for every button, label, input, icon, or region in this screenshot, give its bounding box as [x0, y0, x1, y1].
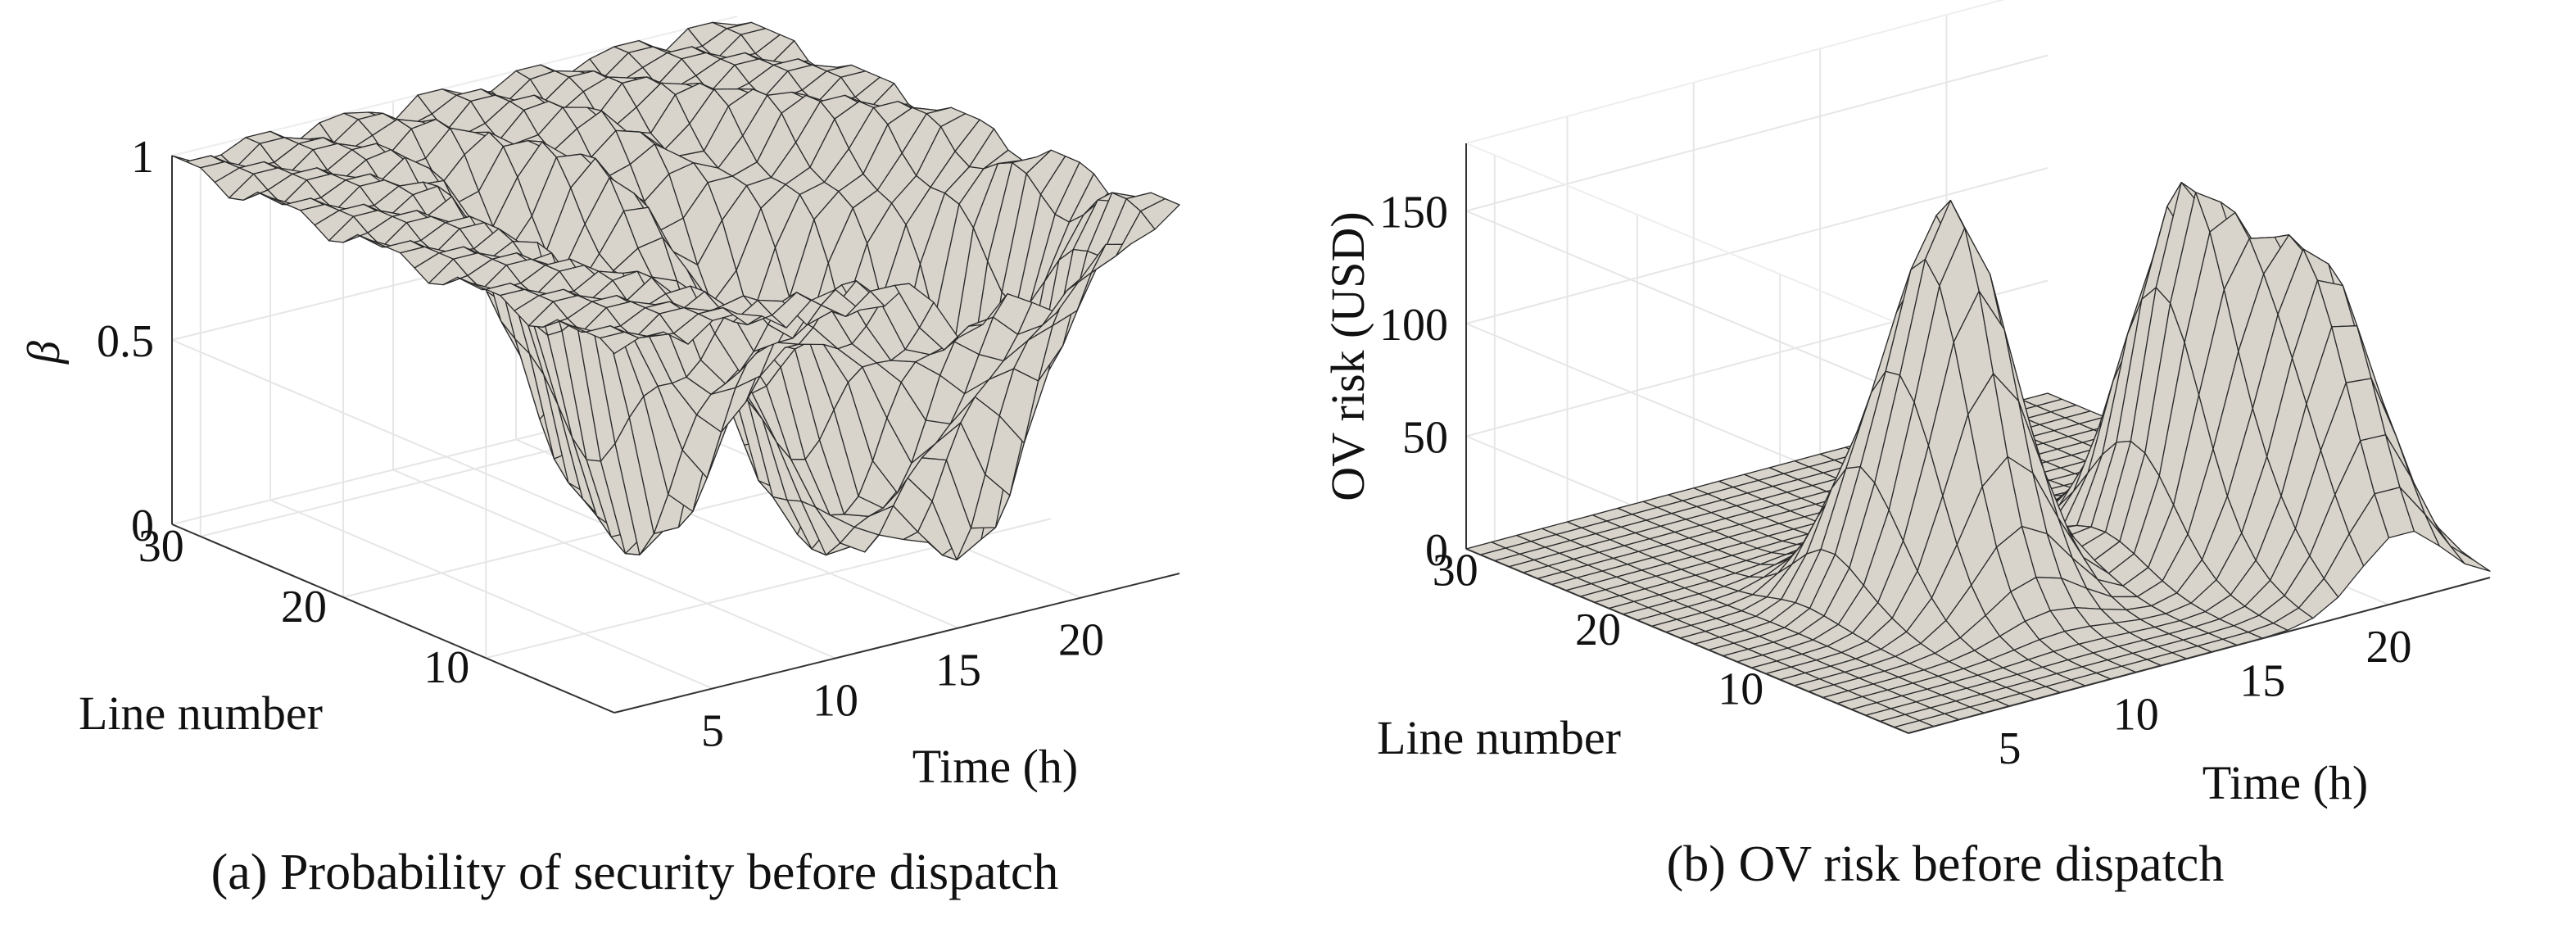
z-tick-label: 0	[131, 501, 154, 551]
surface-b	[1465, 182, 2491, 734]
z-axis-label-b: OV risk (USD)	[1321, 211, 1374, 501]
y-tick-label: 30	[138, 521, 184, 572]
y-tick-label: 20	[1575, 605, 1621, 655]
panel-a: 5 10 15 20 10 20 300 0.5 1 β Line number Time (h…	[19, 16, 1180, 900]
y-tick-label: 10	[1718, 664, 1763, 715]
x-axis-line	[613, 573, 1180, 714]
z-axis-label-a: β	[19, 341, 70, 365]
z-tick-label: 1	[131, 132, 154, 183]
x-tick-label: 5	[1999, 723, 2021, 774]
caption-b: (b) OV risk before dispatch	[1667, 836, 2225, 892]
y-tick-label: 20	[281, 582, 327, 632]
y-axis-line	[1465, 548, 1909, 734]
y-axis-label-b: Line number	[1377, 711, 1621, 764]
back-edge	[1465, 0, 2005, 144]
y-axis-line	[171, 523, 615, 714]
x-tick-label: 10	[813, 676, 858, 727]
axis-a: 5 10 15 20 10 20 300 0.5 1	[97, 132, 1180, 756]
surface-a	[171, 21, 1180, 561]
z-tick-label: 50	[1402, 413, 1448, 464]
caption-a: (a) Probability of security before dispa…	[211, 845, 1059, 900]
y-axis-label-a: Line number	[79, 687, 323, 740]
z-tick-label: 100	[1379, 300, 1448, 351]
x-tick-label: 15	[935, 646, 981, 696]
gridline-z	[1465, 210, 1909, 396]
gridline-z	[1465, 167, 2049, 324]
axis-b: 5 10 15 20 10 20 300 50 100 150	[1379, 143, 2491, 774]
gridline-x	[392, 469, 836, 659]
x-axis-label-a: Time (h)	[912, 740, 1079, 793]
z-tick-label: 150	[1379, 188, 1448, 238]
x-axis-line	[1908, 577, 2491, 734]
x-tick-label: 20	[1058, 615, 1104, 666]
surface-patch	[2450, 545, 2491, 572]
x-tick-label: 15	[2239, 655, 2285, 706]
z-tick-label: 0.5	[97, 316, 154, 367]
x-axis-label-b: Time (h)	[2203, 756, 2369, 809]
back-edge	[1465, 143, 1909, 329]
panel-b: 5 10 15 20 10 20 300 50 100 150 OV risk (USD) Lin…	[1321, 0, 2491, 892]
y-tick-label: 10	[423, 642, 469, 693]
gridline-z	[1465, 54, 2049, 212]
x-tick-label: 20	[2366, 622, 2412, 673]
x-tick-label: 10	[2113, 690, 2159, 741]
z-tick-label: 0	[1425, 525, 1448, 576]
surface-patch	[1139, 197, 1180, 230]
y-tick-label: 30	[1433, 546, 1478, 596]
x-tick-label: 5	[701, 705, 724, 756]
